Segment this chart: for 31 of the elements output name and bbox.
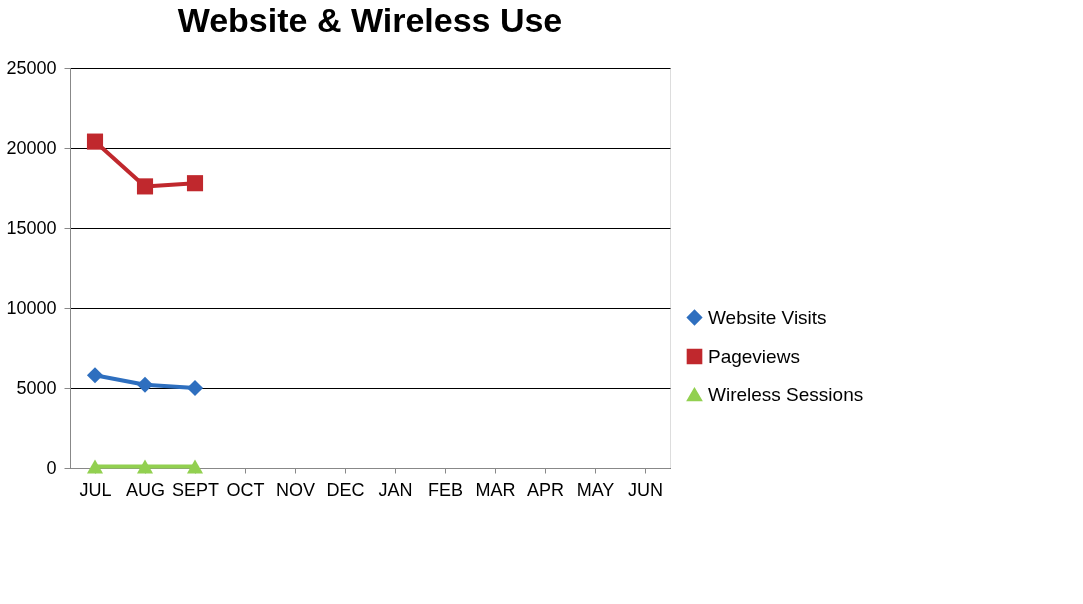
x-tick-label: MAR: [475, 479, 516, 500]
x-tick-label: NOV: [275, 479, 316, 500]
x-tick-label: FEB: [427, 479, 464, 500]
x-tick-label: MAY: [576, 479, 615, 500]
x-tick-label: JUL: [79, 479, 112, 500]
x-tick-label: JAN: [378, 479, 413, 500]
y-tick-label: 10000: [6, 297, 57, 318]
legend-label: Pageviews: [708, 345, 800, 367]
point: [136, 178, 154, 195]
point: [86, 367, 104, 384]
point: [186, 175, 204, 192]
point: [86, 459, 104, 474]
y-tick-label: 15000: [6, 217, 57, 238]
point: [86, 133, 104, 150]
point: [136, 459, 154, 474]
chart-title: Website & Wireless Use: [177, 1, 563, 39]
legend-label: Wireless Sessions: [708, 383, 864, 405]
y-tick-label: 20000: [6, 137, 57, 158]
point: [186, 379, 204, 397]
y-tick-label: 0: [46, 457, 57, 478]
y-tick-label: 25000: [6, 57, 57, 78]
x-tick-label: JUN: [628, 479, 663, 500]
x-tick-label: OCT: [226, 479, 265, 500]
point: [186, 459, 204, 474]
y-tick-label: 5000: [16, 377, 57, 398]
x-tick-label: SEPT: [171, 479, 220, 500]
x-tick-label: AUG: [125, 479, 166, 500]
legend-label: Website Visits: [708, 306, 827, 328]
point: [136, 376, 154, 393]
x-tick-label: DEC: [326, 479, 365, 500]
x-tick-label: APR: [526, 479, 565, 500]
